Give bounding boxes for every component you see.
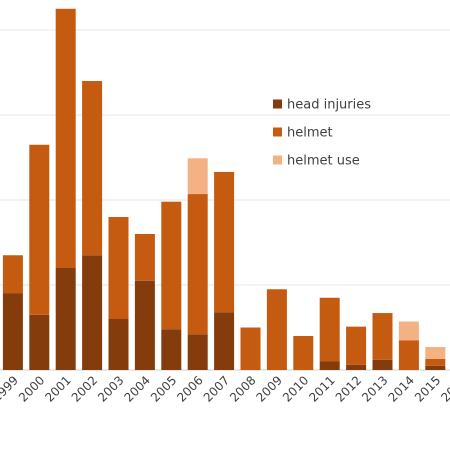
bar-segment-helmet-2012	[346, 326, 367, 365]
x-tick-label: 2015	[412, 373, 443, 404]
bar-segment-head-injuries-2012	[346, 364, 367, 370]
x-tick-label: 2014	[386, 373, 417, 404]
x-tick-label: 2002	[69, 373, 100, 404]
bar-segment-helmet-1999	[2, 255, 23, 294]
legend-swatch-helmet-use	[273, 155, 282, 165]
bars	[2, 8, 446, 370]
bar-segment-head-injuries-2004	[134, 280, 155, 370]
bar-segment-helmet-use-2014	[398, 321, 419, 341]
x-tick-label: 2016	[438, 373, 450, 404]
x-tick-label: 2000	[16, 373, 47, 404]
bar-segment-head-injuries-1999	[2, 293, 23, 370]
bar-segment-helmet-2005	[161, 201, 182, 330]
bar-segment-helmet-use-2015	[425, 347, 446, 359]
bar-segment-helmet-2006	[187, 194, 208, 335]
bar-segment-helmet-2008	[240, 327, 261, 370]
x-tick-label: 2006	[174, 373, 205, 404]
bar-segment-helmet-2009	[266, 289, 287, 370]
legend-label-helmet: helmet	[287, 126, 333, 141]
bar-segment-helmet-2010	[293, 336, 314, 370]
x-tick-label: 2007	[201, 373, 232, 404]
bar-segment-helmet-2013	[372, 313, 393, 360]
x-tick-label: 2008	[227, 373, 258, 404]
bar-segment-head-injuries-2013	[372, 359, 393, 370]
bar-segment-head-injuries-2002	[82, 255, 103, 370]
x-tick-label: 2003	[95, 373, 126, 404]
bar-segment-head-injuries-2011	[319, 361, 340, 370]
x-tick-label: 2013	[359, 373, 390, 404]
bar-segment-head-injuries-2015	[425, 365, 446, 370]
bar-segment-helmet-2007	[214, 171, 235, 313]
bar-segment-head-injuries-2001	[55, 268, 76, 370]
bar-segment-head-injuries-2007	[214, 312, 235, 370]
bar-segment-helmet-2002	[82, 81, 103, 256]
x-tick-label: 2004	[122, 373, 153, 404]
legend-swatch-helmet	[273, 127, 282, 137]
x-tick-label: 2012	[333, 373, 364, 404]
bar-segment-helmet-2004	[134, 234, 155, 281]
bar-segment-helmet-2003	[108, 217, 129, 319]
legend-swatch-head-injuries	[273, 99, 282, 109]
legend-label-helmet-use: helmet use	[287, 154, 360, 169]
bar-segment-helmet-2015	[425, 358, 446, 366]
legend: head injuries helmet helmet use	[273, 98, 371, 169]
x-tick-label: 2009	[254, 373, 285, 404]
bar-segment-head-injuries-2006	[187, 334, 208, 370]
bar-segment-helmet-2001	[55, 8, 76, 268]
legend-label-head-injuries: head injuries	[287, 98, 371, 113]
x-tick-label: 1999	[0, 373, 21, 404]
bar-segment-head-injuries-2000	[29, 314, 50, 370]
x-tick-label: 2010	[280, 373, 311, 404]
bar-segment-helmet-2014	[398, 340, 419, 370]
bar-segment-head-injuries-2005	[161, 329, 182, 370]
bar-segment-helmet-2000	[29, 144, 50, 315]
x-tick-label: 2005	[148, 373, 179, 404]
x-tick-label: 2001	[42, 373, 73, 404]
bar-segment-helmet-2011	[319, 297, 340, 362]
bar-segment-helmet-use-2006	[187, 158, 208, 195]
bar-segment-head-injuries-2003	[108, 319, 129, 370]
x-tick-label: 2011	[306, 373, 337, 404]
x-axis-ticks: 1998199920002001200220032004200520062007…	[0, 373, 450, 404]
